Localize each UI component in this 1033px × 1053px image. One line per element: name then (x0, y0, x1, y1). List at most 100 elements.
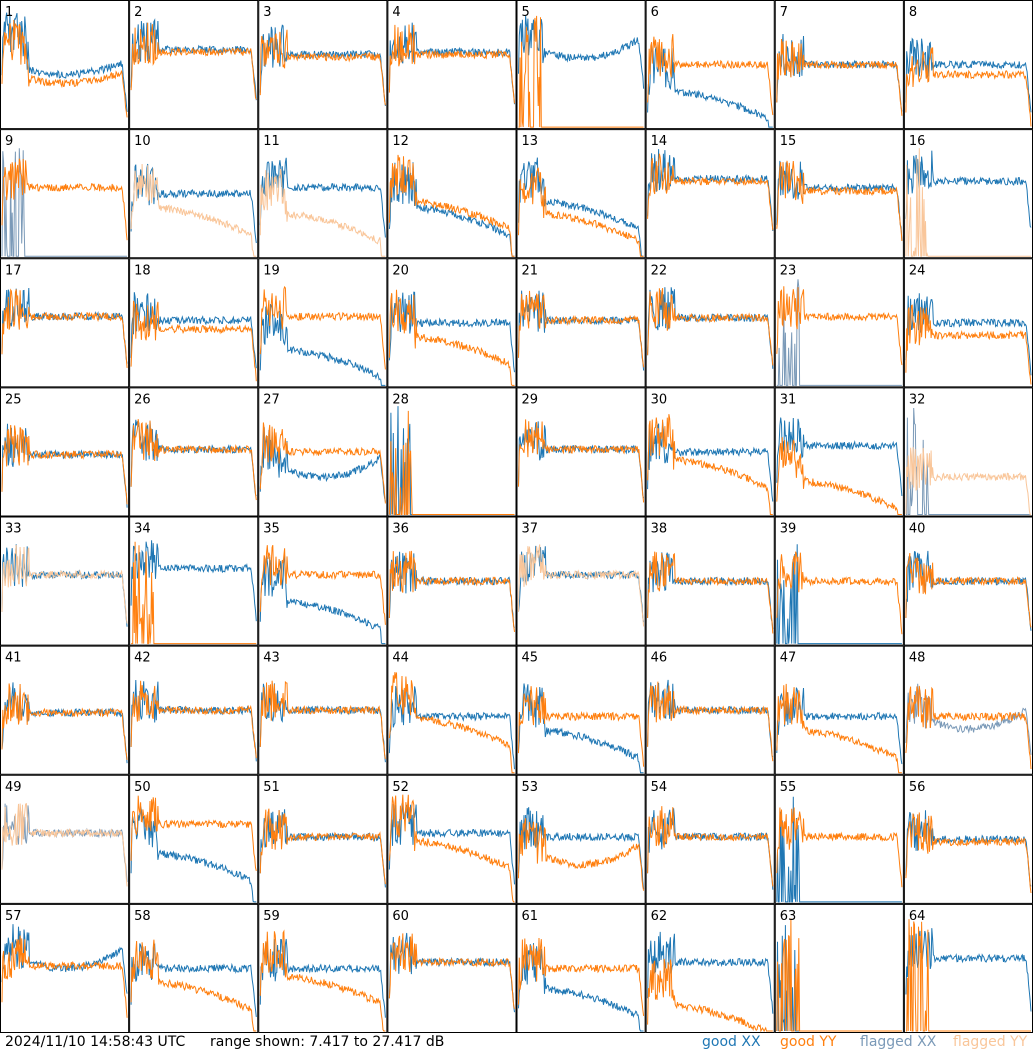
panel-frame (387, 0, 517, 130)
series-yy-good (647, 681, 774, 762)
panel-label: 27 (263, 392, 280, 407)
panel-label: 3 (263, 5, 271, 20)
panel-label: 41 (5, 651, 22, 666)
series-yy-good (518, 167, 644, 257)
panel-frame (903, 387, 1033, 517)
panel-31: 31 (774, 387, 904, 517)
panel-frame (516, 516, 646, 646)
series-yy-good (776, 286, 903, 366)
series-yy-good (905, 919, 1031, 1032)
panel-18: 18 (129, 258, 259, 388)
panel-label: 33 (5, 522, 22, 537)
panel-52: 52 (387, 774, 517, 904)
series-yy-good (130, 419, 257, 501)
series-yy-good (259, 285, 386, 370)
panel-4: 4 (387, 0, 517, 130)
series-xx-good (647, 931, 774, 1014)
panel-label: 24 (909, 263, 926, 278)
panel-label: 35 (263, 522, 280, 537)
panel-23: 23 (774, 258, 904, 388)
panel-12: 12 (387, 129, 517, 259)
series-yy-flagged (905, 447, 1031, 515)
panel-32: 32 (903, 387, 1033, 517)
panel-58: 58 (129, 903, 259, 1033)
panel-frame (129, 387, 259, 517)
legend-good-xx-code: XX (741, 1034, 761, 1050)
panel-2: 2 (129, 0, 259, 130)
series-xx-good (259, 304, 386, 386)
panel-label: 39 (780, 522, 797, 537)
panel-label: 9 (5, 134, 13, 149)
series-yy-good (647, 288, 774, 366)
series-yy-good (1, 288, 128, 368)
panel-label: 54 (651, 780, 668, 795)
series-xx-good (905, 810, 1032, 887)
series-yy-good (776, 437, 902, 515)
panel-7: 7 (774, 0, 904, 130)
panel-frame (645, 774, 775, 904)
panel-label: 43 (263, 651, 280, 666)
series-yy-flagged (905, 148, 1031, 257)
legend-flagged-yy: flagged YY (953, 1034, 1027, 1050)
panel-47: 47 (774, 645, 904, 775)
series-yy-good (388, 550, 515, 632)
panel-label: 53 (522, 780, 539, 795)
series-yy-good (259, 545, 386, 625)
panel-label: 29 (522, 392, 539, 407)
series-xx-good (776, 544, 902, 645)
panel-44: 44 (387, 645, 517, 775)
series-yy-good (647, 551, 774, 634)
panel-29: 29 (516, 387, 646, 517)
panel-label: 56 (909, 780, 926, 795)
series-xx-good (518, 545, 645, 623)
panel-label: 51 (263, 780, 280, 795)
series-xx-good (905, 928, 1032, 1012)
legend-good-yy: good YY (780, 1034, 836, 1050)
panel-frame (258, 0, 388, 130)
panel-17: 17 (0, 258, 130, 388)
panel-label: 59 (263, 909, 280, 924)
panel-label: 31 (780, 392, 797, 407)
panel-8: 8 (903, 0, 1033, 130)
panel-label: 6 (651, 5, 659, 20)
series-yy-good (259, 929, 386, 1032)
panel-label: 57 (5, 909, 22, 924)
series-yy-good (388, 672, 515, 774)
panel-label: 21 (522, 263, 539, 278)
panel-45: 45 (516, 645, 646, 775)
series-yy-good (776, 160, 903, 242)
panel-61: 61 (516, 903, 646, 1033)
series-yy-good (1, 19, 128, 118)
panel-frame (516, 645, 646, 775)
panel-label: 5 (522, 5, 530, 20)
panel-frame (129, 774, 259, 904)
panel-label: 48 (909, 651, 926, 666)
series-yy-good (130, 300, 257, 382)
panel-frame (129, 0, 259, 130)
panel-19: 19 (258, 258, 388, 388)
series-yy-flagged (259, 169, 386, 257)
series-xx-good (1, 12, 128, 113)
panel-frame (0, 258, 130, 388)
series-yy-good (388, 410, 515, 515)
panel-15: 15 (774, 129, 904, 259)
panel-label: 30 (651, 392, 668, 407)
panel-60: 60 (387, 903, 517, 1033)
panel-label: 16 (909, 134, 926, 149)
panel-label: 34 (134, 522, 151, 537)
panel-label: 50 (134, 780, 151, 795)
series-yy-good (776, 918, 902, 1032)
panel-label: 2 (134, 5, 142, 20)
legend-good-xx-label: good (702, 1034, 737, 1050)
panel-label: 18 (134, 263, 151, 278)
series-yy-good (647, 806, 774, 887)
panel-51: 51 (258, 774, 388, 904)
series-xx-good (130, 540, 257, 622)
panel-label: 23 (780, 263, 797, 278)
panel-5: 5 (516, 0, 646, 130)
panel-frame (516, 0, 646, 130)
panel-42: 42 (129, 645, 259, 775)
series-yy-good (259, 422, 386, 504)
panel-20: 20 (387, 258, 517, 388)
panel-28: 28 (387, 387, 517, 517)
